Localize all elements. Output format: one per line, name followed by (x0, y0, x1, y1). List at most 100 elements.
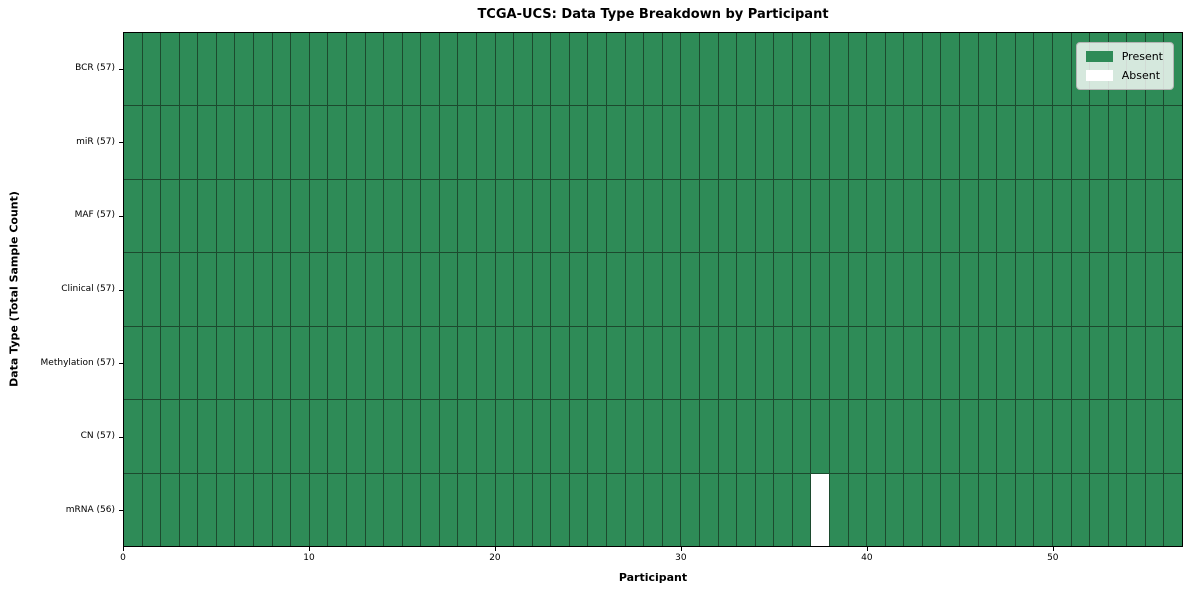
heatmap-cell (216, 400, 235, 473)
heatmap-cell (607, 179, 625, 253)
legend-label-present: Present (1121, 50, 1163, 63)
y-tick-label: BCR (57) (75, 63, 115, 74)
x-tick-label: 40 (861, 553, 873, 563)
heatmap-cell (644, 179, 662, 253)
heatmap-cell (328, 473, 346, 546)
heatmap-cell (699, 106, 718, 179)
x-tick-label: 10 (303, 553, 315, 563)
heatmap-cell (737, 106, 755, 179)
heatmap-cell (216, 473, 235, 546)
heatmap-cell (1071, 326, 1090, 400)
heatmap-cell (1127, 106, 1145, 179)
heatmap-cell (495, 33, 514, 106)
heatmap-cell (829, 326, 848, 400)
heatmap-cell (997, 326, 1015, 400)
heatmap-cell (476, 33, 495, 106)
heatmap-cell (792, 253, 811, 326)
heatmap-cell (476, 253, 495, 326)
heatmap-cell (124, 106, 142, 179)
heatmap-cell (365, 253, 384, 326)
heatmap-cell (1164, 326, 1182, 400)
heatmap-cell (625, 400, 644, 473)
heatmap-cell (514, 473, 532, 546)
heatmap-cell (755, 400, 774, 473)
absent-swatch-icon (1085, 70, 1113, 81)
heatmap-cell (1015, 473, 1034, 546)
heatmap-cell (755, 106, 774, 179)
heatmap-cell (272, 33, 291, 106)
heatmap-cell (922, 253, 941, 326)
heatmap-cell (495, 473, 514, 546)
heatmap-cell (328, 106, 346, 179)
heatmap-cell (532, 179, 551, 253)
heatmap-cell (644, 106, 662, 179)
heatmap-cell (1090, 106, 1108, 179)
heatmap-cell (737, 326, 755, 400)
heatmap-cell (904, 253, 922, 326)
heatmap-cell (755, 326, 774, 400)
heatmap-cell (662, 179, 681, 253)
heatmap-cell (198, 33, 216, 106)
heatmap-cell (235, 179, 254, 253)
heatmap-cell (644, 326, 662, 400)
heatmap-cell (978, 326, 997, 400)
heatmap-cell (365, 179, 384, 253)
heatmap-cell (848, 326, 867, 400)
heatmap-cell (625, 106, 644, 179)
heatmap-cell (198, 326, 216, 400)
heatmap-cell (272, 253, 291, 326)
heatmap-cell (124, 473, 142, 546)
heatmap-cell (291, 400, 309, 473)
heatmap-cell (495, 106, 514, 179)
heatmap-cell (309, 400, 328, 473)
heatmap-cell (1015, 33, 1034, 106)
heatmap-cell (1164, 473, 1182, 546)
heatmap-cell (1015, 179, 1034, 253)
heatmap-cell (811, 179, 829, 253)
heatmap-cell (960, 473, 978, 546)
heatmap-cell (625, 33, 644, 106)
heatmap-cell (774, 33, 792, 106)
heatmap-cell (346, 473, 365, 546)
heatmap-cell (737, 253, 755, 326)
heatmap-cell (439, 473, 458, 546)
heatmap-cell (1164, 253, 1182, 326)
heatmap-cell (291, 179, 309, 253)
heatmap-cell (904, 106, 922, 179)
heatmap-cell (867, 326, 885, 400)
heatmap-cell (774, 473, 792, 546)
heatmap-cell (1108, 473, 1127, 546)
heatmap-cell (811, 33, 829, 106)
heatmap-cell (458, 179, 476, 253)
heatmap-cell (365, 106, 384, 179)
heatmap-cell (774, 326, 792, 400)
heatmap-cell (829, 400, 848, 473)
heatmap-cell (346, 326, 365, 400)
heatmap-cell (254, 400, 272, 473)
heatmap-cell (365, 473, 384, 546)
heatmap-cell (532, 326, 551, 400)
heatmap-cell (1052, 106, 1071, 179)
heatmap-cell (718, 33, 737, 106)
heatmap-cell (551, 473, 569, 546)
heatmap-cell (941, 253, 960, 326)
heatmap-cell (737, 33, 755, 106)
heatmap-cell (1090, 179, 1108, 253)
heatmap-cell (235, 473, 254, 546)
x-tick-mark (1052, 547, 1054, 551)
heatmap-cell (1052, 253, 1071, 326)
heatmap-cell (662, 106, 681, 179)
heatmap-cell (1034, 253, 1052, 326)
heatmap-cell (384, 400, 402, 473)
heatmap-cell (960, 253, 978, 326)
heatmap-cell (681, 400, 699, 473)
heatmap-cell (179, 106, 198, 179)
heatmap-cell (439, 400, 458, 473)
heatmap-cell (402, 326, 421, 400)
heatmap-cell (662, 253, 681, 326)
heatmap-cell (291, 473, 309, 546)
heatmap-cell (829, 179, 848, 253)
heatmap-cell (941, 179, 960, 253)
heatmap-cell (421, 253, 439, 326)
